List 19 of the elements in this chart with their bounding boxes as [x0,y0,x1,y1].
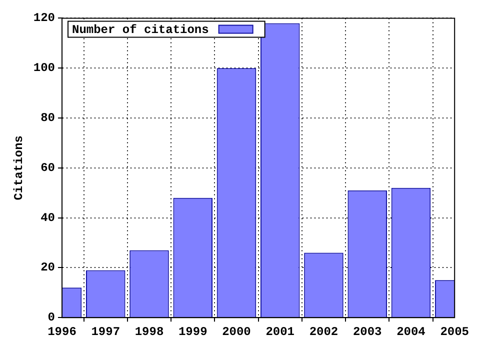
y-tick-label: 60 [40,160,56,175]
x-tick-label: 2001 [266,324,295,339]
y-tick-label: 80 [40,111,56,126]
x-tick-label: 1997 [91,324,120,339]
x-tick-label: 2000 [222,324,251,339]
y-axis-title: Citations [12,135,26,200]
legend-label: Number of citations [72,23,209,38]
x-tick-label: 2002 [309,324,338,339]
x-tick-label: 1999 [178,324,208,339]
x-tick-label: 2003 [352,324,382,339]
y-tick-label: 100 [33,61,56,76]
y-tick-label: 0 [48,310,56,325]
y-tick-label: 120 [33,11,56,26]
x-tick-label: 2004 [396,324,426,339]
x-tick-label: 2005 [440,324,470,339]
x-tick-label: 1996 [48,324,76,339]
x-tick-label: 1998 [134,324,164,339]
y-tick-label: 20 [40,260,56,275]
y-tick-label: 40 [40,210,56,225]
